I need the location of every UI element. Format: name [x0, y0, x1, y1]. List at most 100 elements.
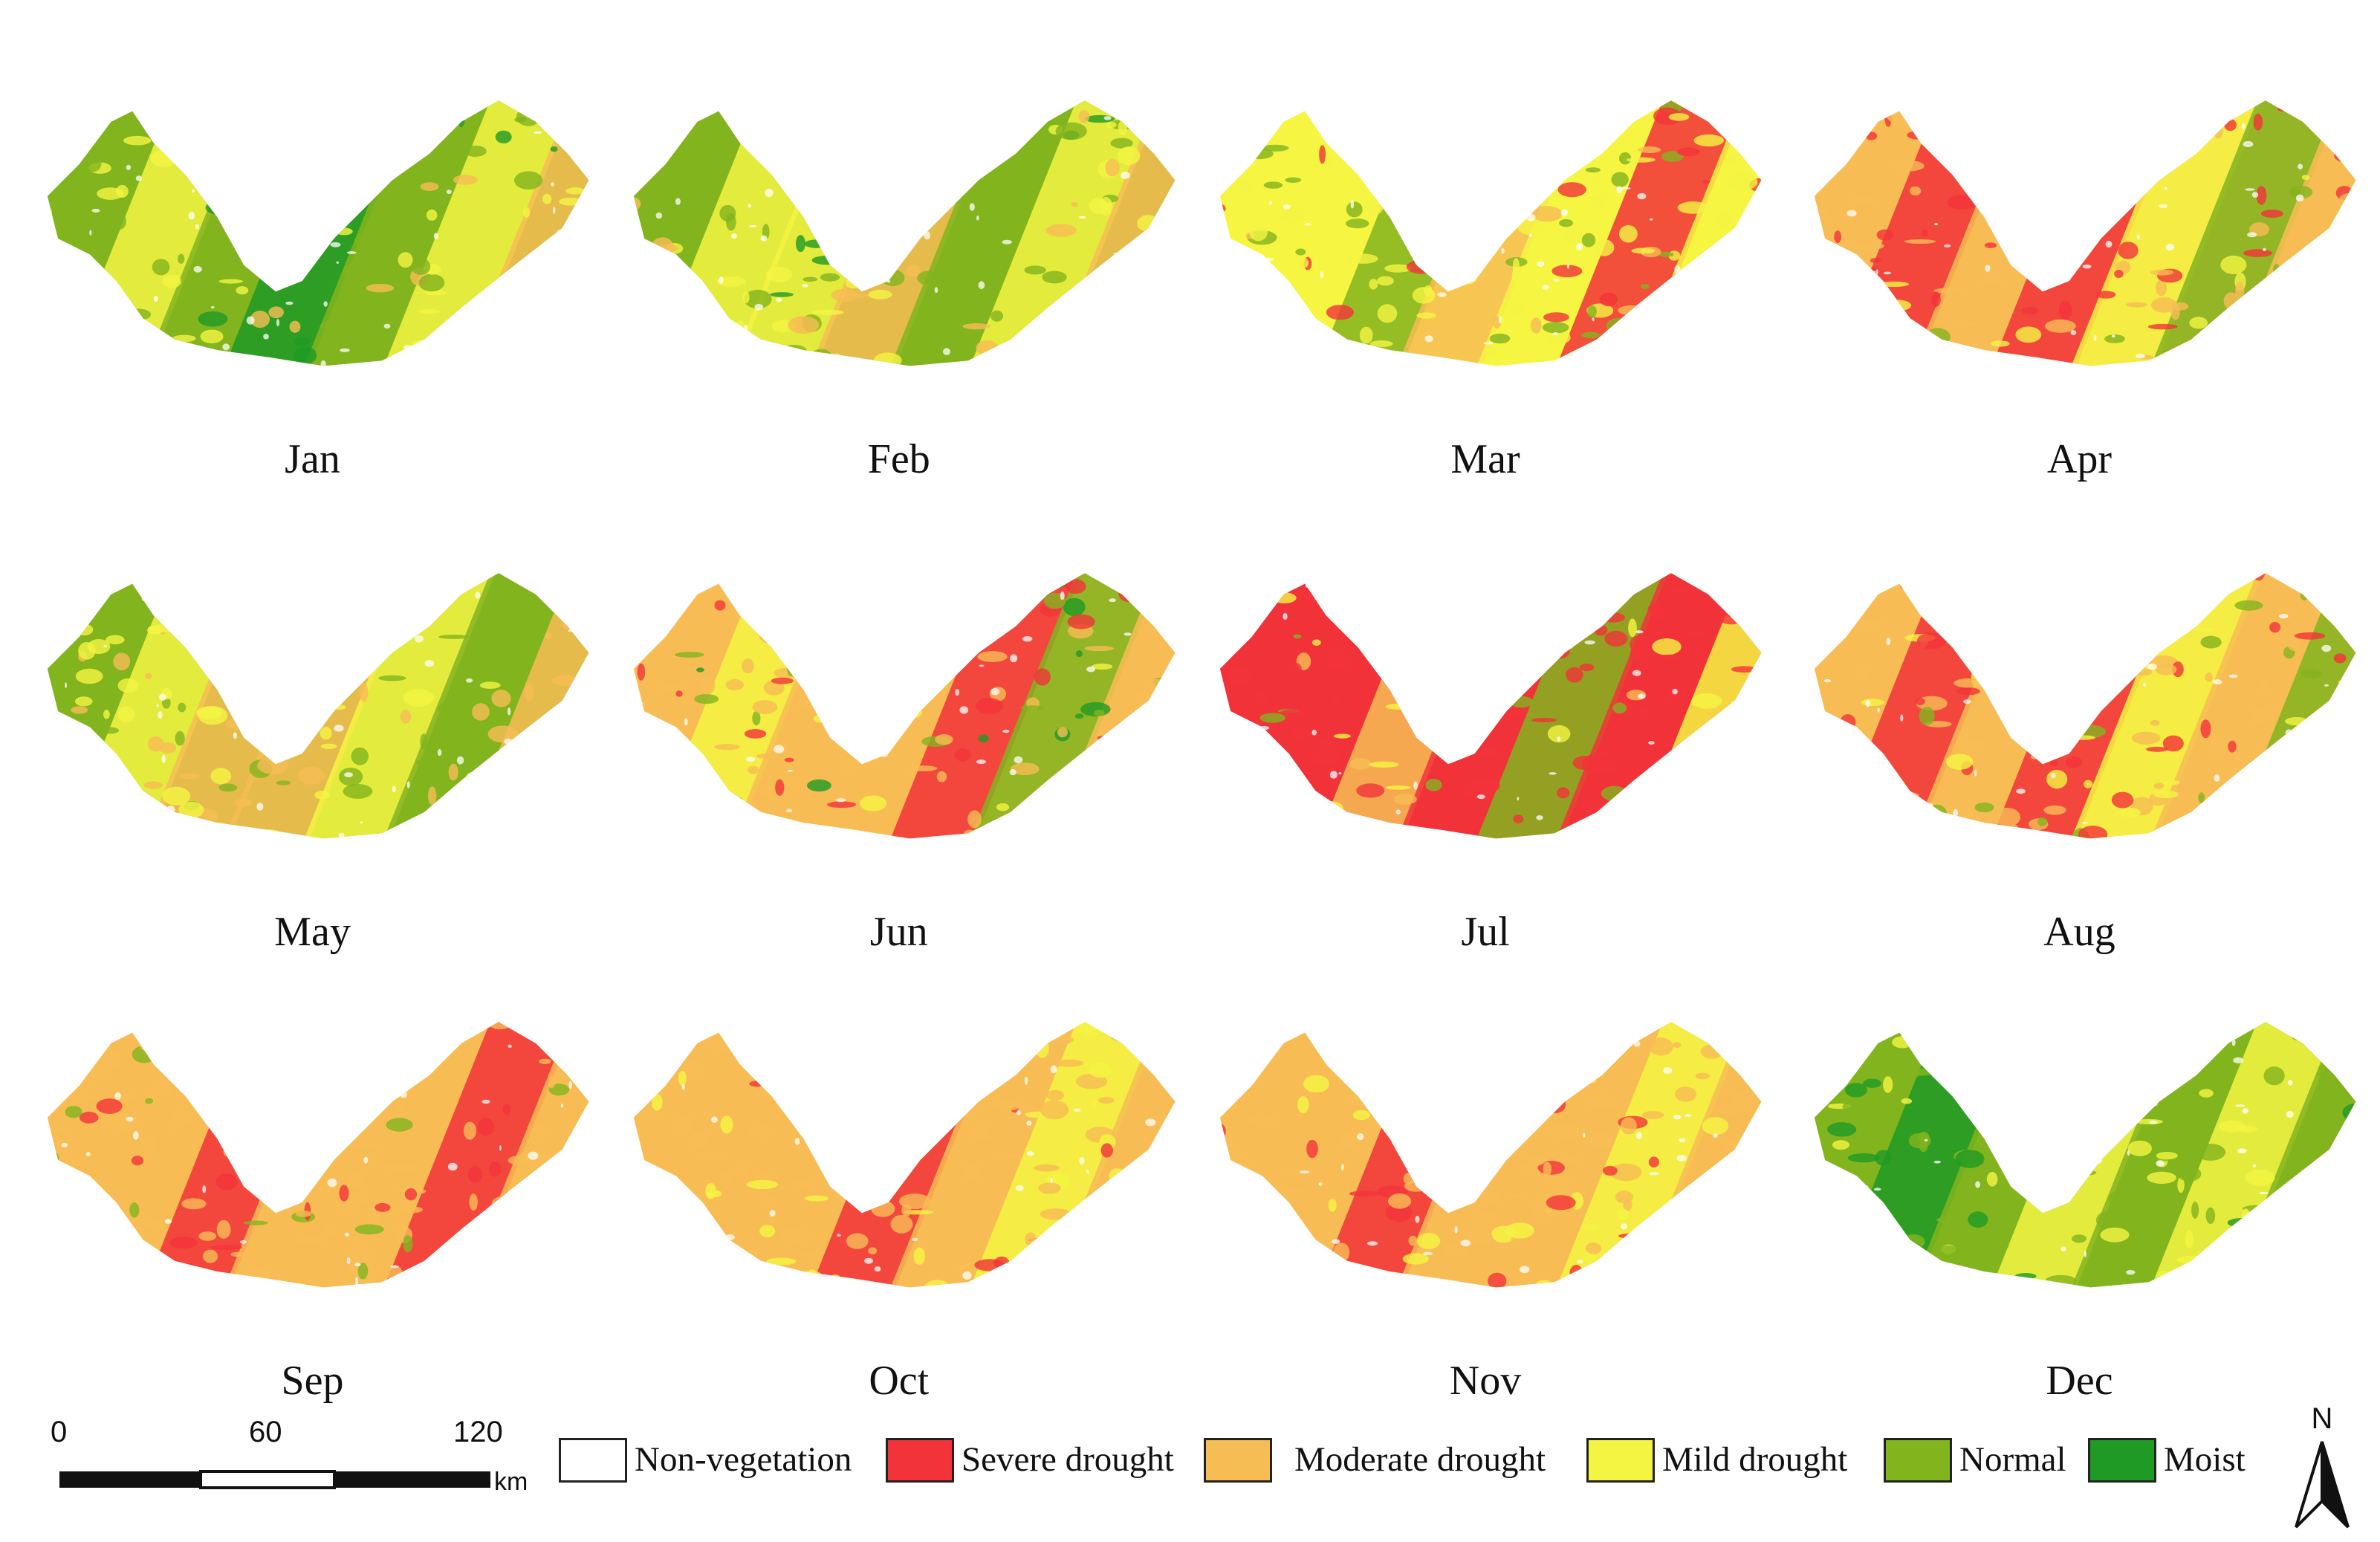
drought-patch-moderate: [632, 1306, 664, 1321]
non-vegetation-patch: [1375, 175, 1387, 178]
non-vegetation-patch: [564, 703, 568, 709]
drought-patch-normal: [2353, 1063, 2355, 1073]
drought-patch-moderate: [348, 1199, 369, 1205]
drought-patch-mild: [602, 823, 626, 828]
drought-patch-mild: [1587, 1078, 1597, 1083]
drought-patch-severe: [1306, 1139, 1318, 1159]
drought-patch-mild: [1109, 1022, 1121, 1026]
non-vegetation-patch: [730, 233, 737, 239]
non-vegetation-patch: [1679, 1138, 1686, 1143]
drought-patch-normal: [1982, 572, 2015, 577]
non-vegetation-patch: [1940, 78, 1944, 81]
drought-patch-mild: [1195, 1282, 1208, 1298]
drought-patch-moderate: [661, 336, 668, 352]
non-vegetation-patch: [799, 1124, 808, 1128]
non-vegetation-patch: [1571, 561, 1579, 565]
non-vegetation-patch: [1411, 619, 1419, 628]
drought-patch-normal: [802, 617, 816, 629]
drought-patch-severe: [1629, 826, 1641, 838]
drought-patch-severe: [1639, 706, 1647, 719]
non-vegetation-patch: [1788, 1227, 1792, 1229]
drought-patch-severe: [1763, 823, 1783, 829]
drought-patch-normal: [2227, 1238, 2237, 1248]
drought-patch-mild: [1108, 357, 1116, 363]
drought-patch-normal: [1814, 1110, 1817, 1119]
map-panel-mar: Mar: [1188, 30, 1783, 491]
drought-patch-mild: [115, 184, 129, 198]
non-vegetation-patch: [912, 1147, 921, 1153]
non-vegetation-patch: [1079, 1157, 1085, 1165]
drought-patch-moderate: [1391, 1090, 1421, 1095]
drought-patch-moderate: [468, 1193, 478, 1211]
drought-patch-moderate: [415, 1003, 444, 1022]
drought-patch-severe: [1792, 578, 1811, 593]
non-vegetation-patch: [1303, 393, 1310, 401]
drought-patch-moderate: [2361, 757, 2377, 774]
drought-patch-normal: [1237, 360, 1263, 366]
drought-patch-mild: [618, 548, 632, 563]
drought-patch-moist: [1932, 1054, 1964, 1069]
drought-patch-moderate: [1248, 1279, 1265, 1288]
drought-patch-moderate: [1598, 994, 1627, 1012]
drought-patch-moderate: [1644, 1256, 1667, 1265]
drought-patch-normal: [1559, 218, 1573, 227]
drought-patch-moderate: [327, 1004, 344, 1014]
drought-patch-normal: [250, 264, 268, 271]
non-vegetation-patch: [196, 1077, 207, 1082]
non-vegetation-patch: [2284, 728, 2292, 736]
drought-patch-severe: [1800, 832, 1810, 849]
legend-label: Moist: [2164, 1440, 2246, 1479]
non-vegetation-patch: [93, 368, 100, 372]
drought-patch-moist: [1847, 1153, 1879, 1163]
drought-patch-mild: [633, 1022, 641, 1024]
drought-patch-normal: [2069, 1170, 2096, 1176]
drought-patch-mild: [867, 1111, 878, 1124]
drought-patch-normal: [427, 1309, 452, 1313]
drought-patch-mild: [1878, 281, 1909, 288]
non-vegetation-patch: [1528, 233, 1533, 237]
scale-bar-graphic: [59, 1470, 490, 1489]
map-panel-dec: Dec: [1783, 952, 2377, 1413]
drought-patch-severe: [1914, 697, 1925, 705]
non-vegetation-patch: [790, 1275, 802, 1280]
non-vegetation-patch: [568, 629, 577, 632]
drought-patch-severe: [1453, 663, 1476, 682]
drought-patch-severe: [1549, 607, 1560, 621]
drought-patch-mild: [1123, 354, 1141, 366]
drought-patch-moderate: [1621, 835, 1649, 838]
drought-patch-severe: [1310, 572, 1340, 577]
non-vegetation-patch: [2070, 330, 2076, 336]
drought-patch-normal: [25, 241, 38, 252]
drought-patch-moderate: [2150, 269, 2173, 276]
drought-patch-normal: [2351, 135, 2355, 144]
drought-patch-moderate: [1887, 548, 1908, 562]
drought-patch-normal: [1042, 271, 1067, 284]
non-vegetation-patch: [1653, 1286, 1657, 1288]
drought-patch-mild: [2083, 780, 2092, 788]
non-vegetation-patch: [164, 1219, 172, 1224]
non-vegetation-patch: [1948, 829, 1956, 838]
drought-patch-mild: [1249, 1296, 1271, 1306]
drought-patch-mild: [746, 1180, 778, 1190]
non-vegetation-patch: [978, 281, 985, 289]
drought-patch-severe: [2269, 621, 2280, 632]
drought-patch-mild: [47, 302, 53, 308]
drought-patch-moderate: [698, 1029, 712, 1043]
non-vegetation-patch: [339, 348, 350, 352]
drought-zone-moderate: [878, 1022, 1090, 1288]
drought-patch-mild: [1219, 1240, 1225, 1245]
drought-patch-mild: [199, 329, 224, 344]
non-vegetation-patch: [1632, 670, 1641, 676]
non-vegetation-patch: [79, 1292, 82, 1295]
drought-patch-severe: [1870, 258, 1881, 263]
drought-patch-normal: [1098, 100, 1126, 108]
drought-patch-moderate: [843, 715, 874, 720]
drought-patch-mild: [883, 169, 907, 184]
drought-patch-normal: [870, 74, 877, 88]
drought-patch-moderate: [1442, 1245, 1469, 1257]
drought-patch-severe: [1551, 265, 1583, 277]
north-arrow-icon: N: [2295, 1402, 2350, 1529]
non-vegetation-patch: [1344, 1040, 1350, 1045]
drought-patch-mild: [1757, 1297, 1770, 1304]
drought-patch-moderate: [2064, 673, 2078, 681]
